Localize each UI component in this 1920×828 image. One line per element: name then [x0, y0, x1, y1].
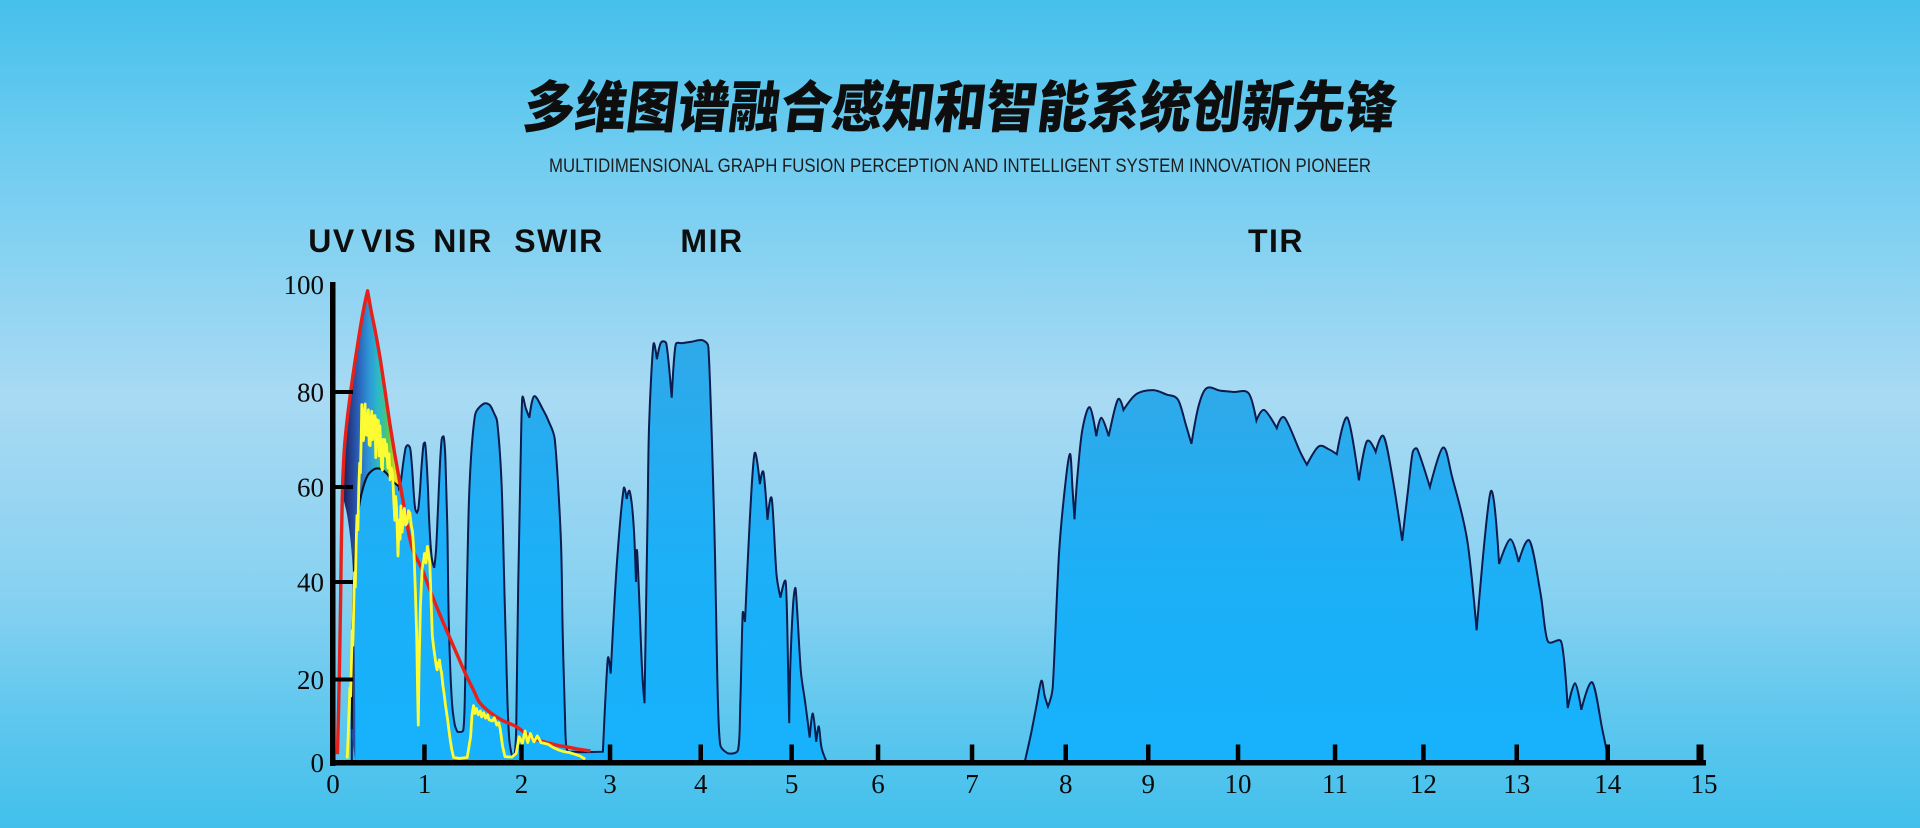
svg-text:0: 0: [326, 769, 340, 799]
svg-text:SWIR: SWIR: [514, 223, 604, 259]
svg-text:UV: UV: [308, 223, 355, 259]
svg-text:3: 3: [603, 769, 617, 799]
svg-text:9: 9: [1142, 769, 1156, 799]
svg-text:80: 80: [297, 378, 324, 408]
svg-text:13: 13: [1503, 769, 1530, 799]
svg-text:60: 60: [297, 473, 324, 503]
svg-text:2: 2: [515, 769, 529, 799]
svg-text:40: 40: [297, 568, 324, 598]
svg-text:8: 8: [1059, 769, 1073, 799]
svg-text:5: 5: [785, 769, 799, 799]
svg-text:MIR: MIR: [680, 223, 743, 259]
svg-text:6: 6: [871, 769, 885, 799]
svg-text:4: 4: [694, 769, 708, 799]
svg-text:20: 20: [297, 665, 324, 695]
svg-text:NIR: NIR: [433, 223, 493, 259]
svg-text:100: 100: [284, 270, 325, 300]
svg-text:15: 15: [1691, 769, 1718, 799]
svg-text:14: 14: [1594, 769, 1622, 799]
svg-text:VIS: VIS: [361, 223, 417, 259]
svg-text:MULTIDIMENSIONAL GRAPH FUSION: MULTIDIMENSIONAL GRAPH FUSION PERCEPTION…: [549, 155, 1371, 177]
svg-text:1: 1: [418, 769, 432, 799]
svg-text:12: 12: [1410, 769, 1437, 799]
svg-text:TIR: TIR: [1248, 223, 1304, 259]
svg-text:0: 0: [311, 748, 325, 778]
svg-text:10: 10: [1225, 769, 1252, 799]
svg-text:7: 7: [965, 769, 979, 799]
svg-text:11: 11: [1322, 769, 1348, 799]
